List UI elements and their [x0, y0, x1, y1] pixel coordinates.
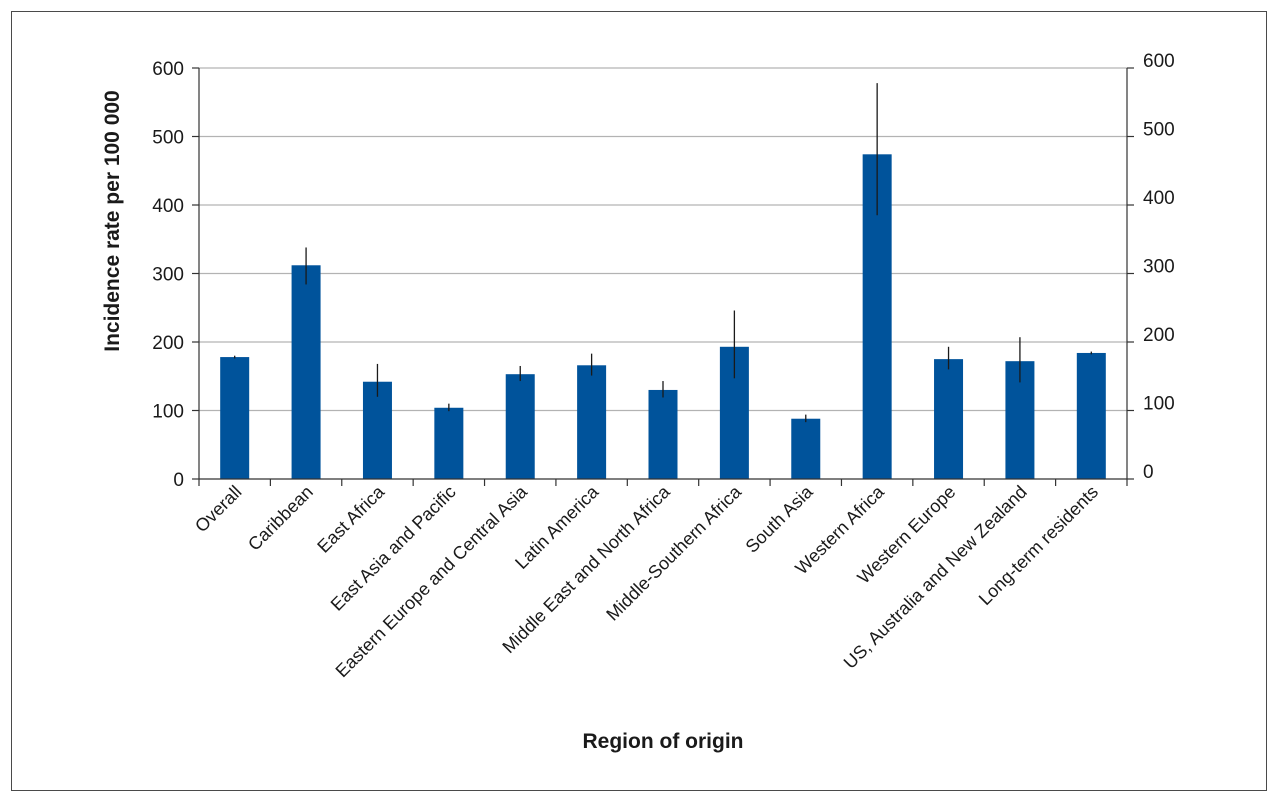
bar	[577, 365, 607, 479]
axes	[192, 67, 1134, 486]
x-tick-label: East Asia and Pacific	[327, 482, 460, 615]
y-tick-label-left: 300	[152, 265, 184, 286]
y-axis-title: Incidence rate per 100 000	[101, 90, 124, 352]
x-tick-label: Middle-Southern Africa	[602, 481, 746, 625]
bars	[220, 154, 1106, 479]
y-tick-label-right: 300	[1143, 257, 1175, 278]
y-tick-label-right: 400	[1143, 188, 1175, 209]
x-axis-title: Region of origin	[583, 730, 744, 753]
bar	[362, 381, 392, 479]
x-tick-label: Overall	[191, 482, 245, 536]
chart-frame	[11, 11, 1267, 791]
y-tick-label-right: 200	[1143, 325, 1175, 346]
y-tick-label-left: 400	[152, 196, 184, 217]
y-tick-label-right: 100	[1143, 394, 1175, 415]
y-tick-label-right: 600	[1143, 51, 1175, 72]
bar	[648, 389, 678, 479]
y-tick-label-right: 0	[1143, 462, 1154, 483]
bar	[434, 407, 464, 479]
x-tick-label: Caribbean	[244, 482, 317, 555]
bar	[934, 359, 964, 479]
bar	[220, 357, 250, 479]
gridlines	[199, 67, 1127, 412]
bar	[505, 374, 535, 479]
error-bars	[234, 83, 1092, 423]
y-tick-label-left: 200	[152, 333, 184, 354]
y-tick-label-left: 500	[152, 128, 184, 149]
bar	[1076, 352, 1106, 479]
y-tick-label-left: 100	[152, 402, 184, 423]
x-tick-label: South Asia	[742, 481, 818, 557]
y-tick-label-left: 0	[173, 470, 184, 491]
x-tick-label: Long-term residents	[975, 482, 1102, 609]
bar	[791, 418, 821, 479]
bar	[291, 265, 321, 479]
y-tick-label-right: 500	[1143, 120, 1175, 141]
y-tick-label-left: 600	[152, 59, 184, 80]
x-tick-label: East Africa	[313, 481, 389, 557]
